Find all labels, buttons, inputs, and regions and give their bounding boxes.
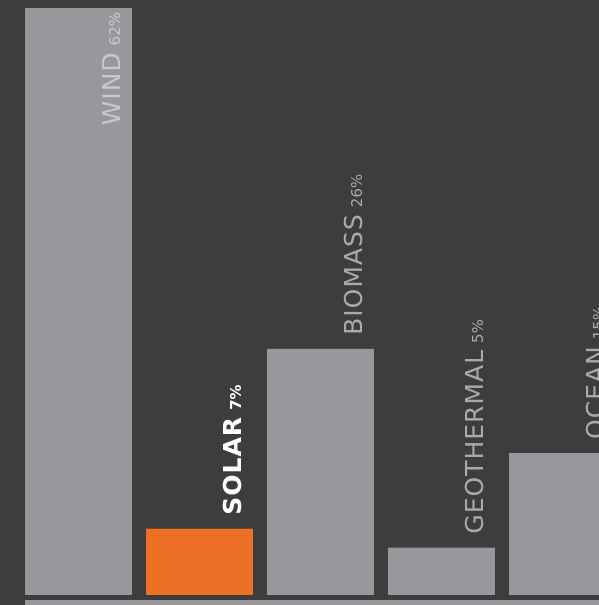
value-label: 7% [227,384,245,409]
value-label: 62% [106,12,124,45]
value-label: 5% [469,319,487,343]
bar-label: WIND 62% [97,12,126,125]
category-label: BIOMASS [339,213,368,335]
bar-label: GEOTHERMAL 5% [460,319,489,533]
category-label: WIND [97,51,126,125]
bar [267,348,374,595]
bar-label: BIOMASS 26% [339,174,368,335]
bar [146,528,253,595]
value-label: 15% [590,306,599,339]
category-label: SOLAR [218,416,247,515]
bar [388,547,495,595]
category-label: GEOTHERMAL [460,349,489,534]
bar-label: OCEAN 15% [581,306,599,439]
bar [25,8,132,595]
baseline [25,600,599,605]
value-label: 26% [348,174,366,207]
bar [509,452,599,595]
bar-label: SOLAR 7% [218,384,247,514]
category-label: OCEAN [581,345,599,439]
